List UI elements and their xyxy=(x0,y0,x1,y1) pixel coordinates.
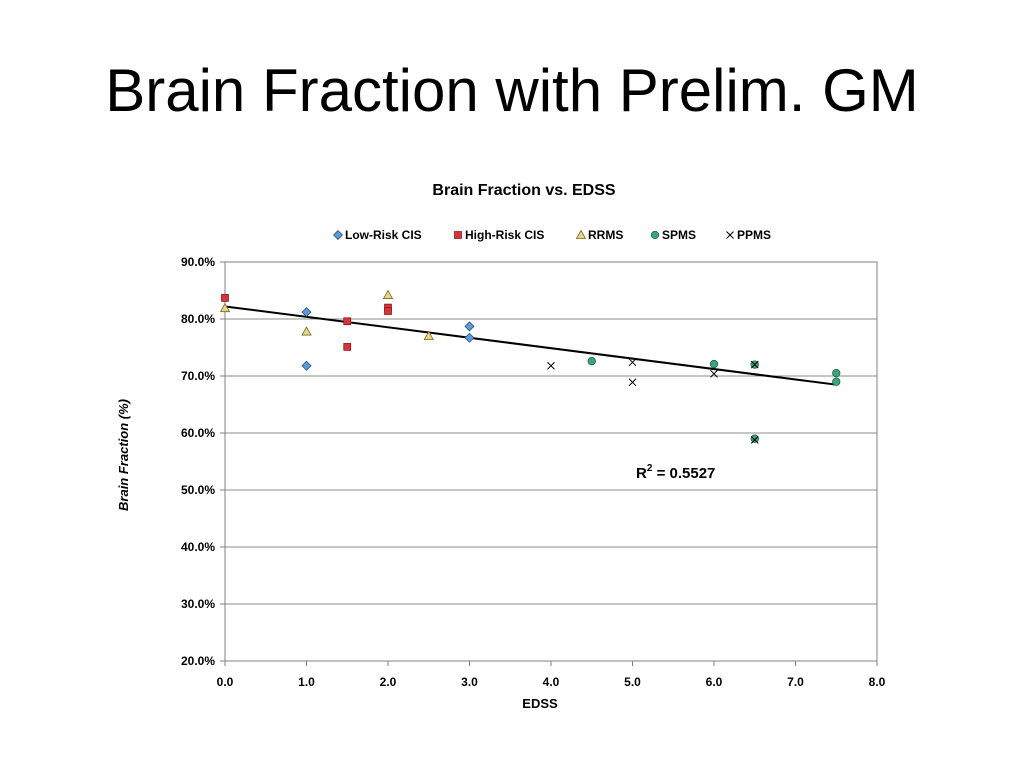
data-point xyxy=(301,307,312,318)
legend-label: SPMS xyxy=(662,228,696,242)
data-point xyxy=(832,377,841,386)
data-point xyxy=(343,317,352,326)
y-tick-label: 40.0% xyxy=(181,540,215,554)
trendline-group xyxy=(224,305,837,386)
x-tick-label: 0.0 xyxy=(217,675,234,689)
data-point xyxy=(219,302,231,313)
x-axis-label: EDSS xyxy=(522,696,558,711)
gridlines xyxy=(225,261,877,662)
data-point xyxy=(382,289,394,299)
legend-label: Low-Risk CIS xyxy=(345,228,422,242)
x-tick-label: 8.0 xyxy=(869,675,886,689)
chart-legend: Low-Risk CIS High-Risk CIS RRMS SPMS PPMS xyxy=(333,228,771,242)
series-ppms xyxy=(547,358,759,444)
series-low-risk-cis xyxy=(301,307,475,371)
legend-item: Low-Risk CIS xyxy=(333,228,422,242)
chart-title: Brain Fraction vs. EDSS xyxy=(432,182,615,199)
x-tick-label: 6.0 xyxy=(706,675,723,689)
data-points xyxy=(219,289,841,444)
r-squared-annotation: R2 = 0.5527 xyxy=(636,463,715,482)
trendline xyxy=(224,305,837,386)
y-tick-label: 80.0% xyxy=(181,312,215,326)
data-point xyxy=(832,369,841,378)
legend-marker xyxy=(575,229,587,239)
data-point xyxy=(301,326,312,336)
data-point xyxy=(628,378,637,387)
y-axis-label: Brain Fraction (%) xyxy=(116,399,131,511)
x-tick-label: 2.0 xyxy=(380,675,397,689)
x-tick-label: 7.0 xyxy=(787,675,804,689)
legend-item: High-Risk CIS xyxy=(454,228,544,242)
y-tick-label: 90.0% xyxy=(181,255,215,269)
data-point xyxy=(628,358,637,367)
data-point xyxy=(587,357,596,366)
data-point xyxy=(301,360,312,371)
plot-area xyxy=(224,261,878,662)
slide-title: Brain Fraction with Prelim. GM xyxy=(105,57,919,124)
y-tick-label: 20.0% xyxy=(181,654,215,668)
y-tick-label: 60.0% xyxy=(181,426,215,440)
legend-label: PPMS xyxy=(737,228,771,242)
series-high-risk-cis xyxy=(221,294,392,351)
legend-marker xyxy=(333,230,343,240)
series-spms xyxy=(587,357,841,443)
data-point xyxy=(464,332,475,343)
data-point xyxy=(343,343,352,351)
legend-label: High-Risk CIS xyxy=(465,228,544,242)
legend-item: RRMS xyxy=(575,228,623,242)
legend-label: RRMS xyxy=(588,228,623,242)
data-point xyxy=(464,321,475,332)
data-point xyxy=(221,294,229,302)
y-tick-label: 30.0% xyxy=(181,597,215,611)
data-point xyxy=(709,359,719,369)
legend-item: SPMS xyxy=(650,228,696,242)
axis-ticks: 20.0% 30.0% 40.0% 50.0% 60.0% 70.0% 80.0% 90.0%… xyxy=(181,255,886,689)
series-rrms xyxy=(219,289,434,340)
r-squared-base: R xyxy=(636,465,647,482)
data-point xyxy=(750,434,759,443)
legend-marker xyxy=(726,231,734,239)
r-squared-superscript: 2 xyxy=(647,463,653,474)
legend-marker xyxy=(454,231,462,239)
data-point xyxy=(750,435,759,444)
x-tick-label: 3.0 xyxy=(461,675,478,689)
data-point xyxy=(750,360,759,369)
data-point xyxy=(547,361,555,370)
data-point xyxy=(710,369,718,378)
x-tick-label: 1.0 xyxy=(298,675,315,689)
x-tick-label: 5.0 xyxy=(624,675,641,689)
x-tick-label: 4.0 xyxy=(543,675,560,689)
data-point xyxy=(423,330,434,340)
legend-item: PPMS xyxy=(726,228,771,242)
y-tick-label: 50.0% xyxy=(181,483,215,497)
data-point xyxy=(384,307,392,315)
r-squared-value: = 0.5527 xyxy=(652,465,715,482)
legend-marker xyxy=(650,230,660,240)
y-tick-label: 70.0% xyxy=(181,369,215,383)
